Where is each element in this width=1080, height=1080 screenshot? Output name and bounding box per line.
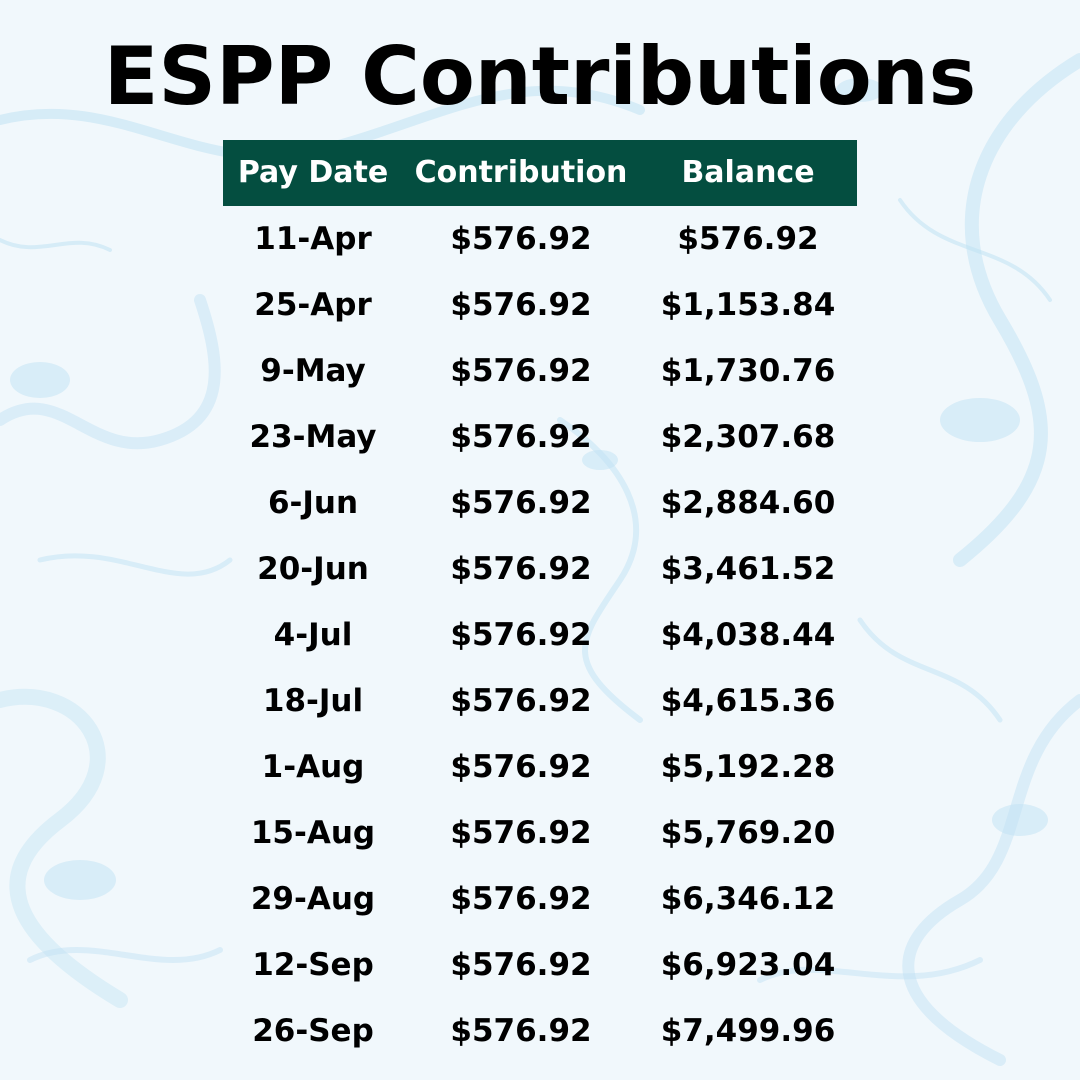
pay-date-cell: 26-Sep <box>252 1013 374 1049</box>
table-row: 18-Jul $576.92 $4,615.36 <box>223 668 857 734</box>
header-pay-date: Pay Date <box>237 155 389 190</box>
balance-cell: $4,615.36 <box>660 683 836 719</box>
table-row: 15-Aug $576.92 $5,769.20 <box>223 800 857 866</box>
pay-date-cell: 1-Aug <box>261 749 365 785</box>
contribution-cell: $576.92 <box>450 617 592 653</box>
contribution-cell: $576.92 <box>450 287 592 323</box>
contribution-cell: $576.92 <box>450 485 592 521</box>
contribution-cell: $576.92 <box>450 947 592 983</box>
balance-cell: $5,769.20 <box>660 815 836 851</box>
balance-cell: $3,461.52 <box>660 551 836 587</box>
table-row: 29-Aug $576.92 $6,346.12 <box>223 866 857 932</box>
table-row: 4-Jul $576.92 $4,038.44 <box>223 602 857 668</box>
pay-date-cell: 15-Aug <box>250 815 376 851</box>
pay-date-cell: 9-May <box>260 353 366 389</box>
contributions-table: Pay Date Contribution Balance 11-Apr $57… <box>223 140 857 1064</box>
contribution-cell: $576.92 <box>450 221 592 257</box>
balance-cell: $4,038.44 <box>660 617 836 653</box>
pay-date-cell: 18-Jul <box>262 683 364 719</box>
header-balance: Balance <box>681 155 815 190</box>
pay-date-cell: 6-Jun <box>267 485 359 521</box>
pay-date-cell: 4-Jul <box>273 617 353 653</box>
balance-cell: $1,153.84 <box>660 287 836 323</box>
table-row: 9-May $576.92 $1,730.76 <box>223 338 857 404</box>
contribution-cell: $576.92 <box>450 419 592 455</box>
balance-cell: $2,884.60 <box>660 485 836 521</box>
balance-cell: $5,192.28 <box>660 749 836 785</box>
balance-cell: $6,346.12 <box>660 881 836 917</box>
table-row: 12-Sep $576.92 $6,923.04 <box>223 932 857 998</box>
contribution-cell: $576.92 <box>450 353 592 389</box>
pay-date-cell: 29-Aug <box>250 881 376 917</box>
balance-cell: $7,499.96 <box>660 1013 836 1049</box>
table-header: Pay Date Contribution Balance <box>223 140 857 206</box>
page-title: ESPP Contributions <box>103 30 977 123</box>
table-row: 20-Jun $576.92 $3,461.52 <box>223 536 857 602</box>
pay-date-cell: 20-Jun <box>257 551 369 587</box>
table-row: 23-May $576.92 $2,307.68 <box>223 404 857 470</box>
table-row: 26-Sep $576.92 $7,499.96 <box>223 998 857 1064</box>
contribution-cell: $576.92 <box>450 749 592 785</box>
balance-cell: $576.92 <box>677 221 819 257</box>
contribution-cell: $576.92 <box>450 881 592 917</box>
header-contribution: Contribution <box>414 155 628 190</box>
balance-cell: $1,730.76 <box>660 353 836 389</box>
table-row: 1-Aug $576.92 $5,192.28 <box>223 734 857 800</box>
contribution-cell: $576.92 <box>450 683 592 719</box>
pay-date-cell: 12-Sep <box>252 947 374 983</box>
balance-cell: $2,307.68 <box>660 419 836 455</box>
table-row: 6-Jun $576.92 $2,884.60 <box>223 470 857 536</box>
pay-date-cell: 23-May <box>249 419 377 455</box>
pay-date-cell: 25-Apr <box>254 287 372 323</box>
table-row: 25-Apr $576.92 $1,153.84 <box>223 272 857 338</box>
contribution-cell: $576.92 <box>450 815 592 851</box>
pay-date-cell: 11-Apr <box>254 221 372 257</box>
contribution-cell: $576.92 <box>450 1013 592 1049</box>
balance-cell: $6,923.04 <box>660 947 836 983</box>
table-row: 11-Apr $576.92 $576.92 <box>223 206 857 272</box>
contribution-cell: $576.92 <box>450 551 592 587</box>
